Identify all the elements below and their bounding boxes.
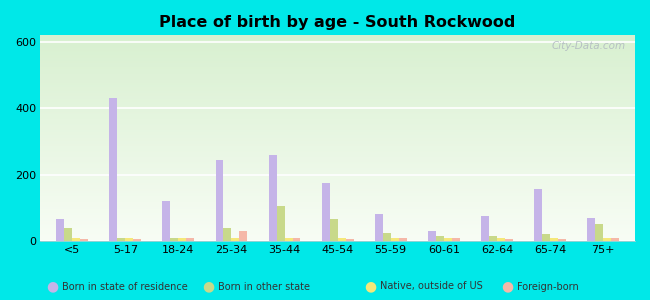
Bar (398, 238, 407, 241)
Bar (383, 232, 391, 241)
Bar (444, 238, 452, 241)
Bar (452, 238, 460, 241)
Text: ●: ● (365, 280, 376, 293)
Bar (497, 238, 505, 241)
Bar (285, 238, 292, 241)
Bar (534, 190, 542, 241)
Bar (133, 239, 141, 241)
Bar (603, 238, 611, 241)
Bar (375, 214, 383, 241)
Bar (109, 98, 117, 241)
Bar (178, 238, 187, 241)
Bar (391, 238, 398, 241)
Bar (489, 236, 497, 241)
Bar (550, 238, 558, 241)
Bar (80, 239, 88, 241)
Text: ●: ● (501, 280, 513, 293)
Bar (611, 238, 619, 241)
Text: Born in other state: Born in other state (218, 281, 310, 292)
Bar (481, 216, 489, 241)
Bar (337, 238, 346, 241)
Bar (595, 224, 603, 241)
Bar (224, 228, 231, 241)
Bar (322, 183, 330, 241)
Bar (170, 238, 178, 241)
Bar (56, 219, 64, 241)
Bar (117, 238, 125, 241)
Bar (436, 236, 444, 241)
Text: ●: ● (46, 280, 58, 293)
Bar (125, 238, 133, 241)
Text: Native, outside of US: Native, outside of US (380, 281, 483, 292)
Text: ●: ● (202, 280, 214, 293)
Bar (277, 206, 285, 241)
Text: Foreign-born: Foreign-born (517, 281, 578, 292)
Bar (64, 228, 72, 241)
Bar (346, 239, 354, 241)
Bar (330, 219, 337, 241)
Bar (72, 238, 80, 241)
Bar (542, 234, 550, 241)
Bar (587, 218, 595, 241)
Text: Born in state of residence: Born in state of residence (62, 281, 187, 292)
Bar (558, 239, 566, 241)
Bar (268, 155, 277, 241)
Bar (187, 238, 194, 241)
Text: City-Data.com: City-Data.com (552, 41, 626, 52)
Bar (162, 201, 170, 241)
Title: Place of birth by age - South Rockwood: Place of birth by age - South Rockwood (159, 15, 516, 30)
Bar (231, 238, 239, 241)
Bar (505, 239, 513, 241)
Bar (239, 231, 248, 241)
Bar (216, 160, 224, 241)
Bar (292, 238, 300, 241)
Bar (428, 231, 436, 241)
